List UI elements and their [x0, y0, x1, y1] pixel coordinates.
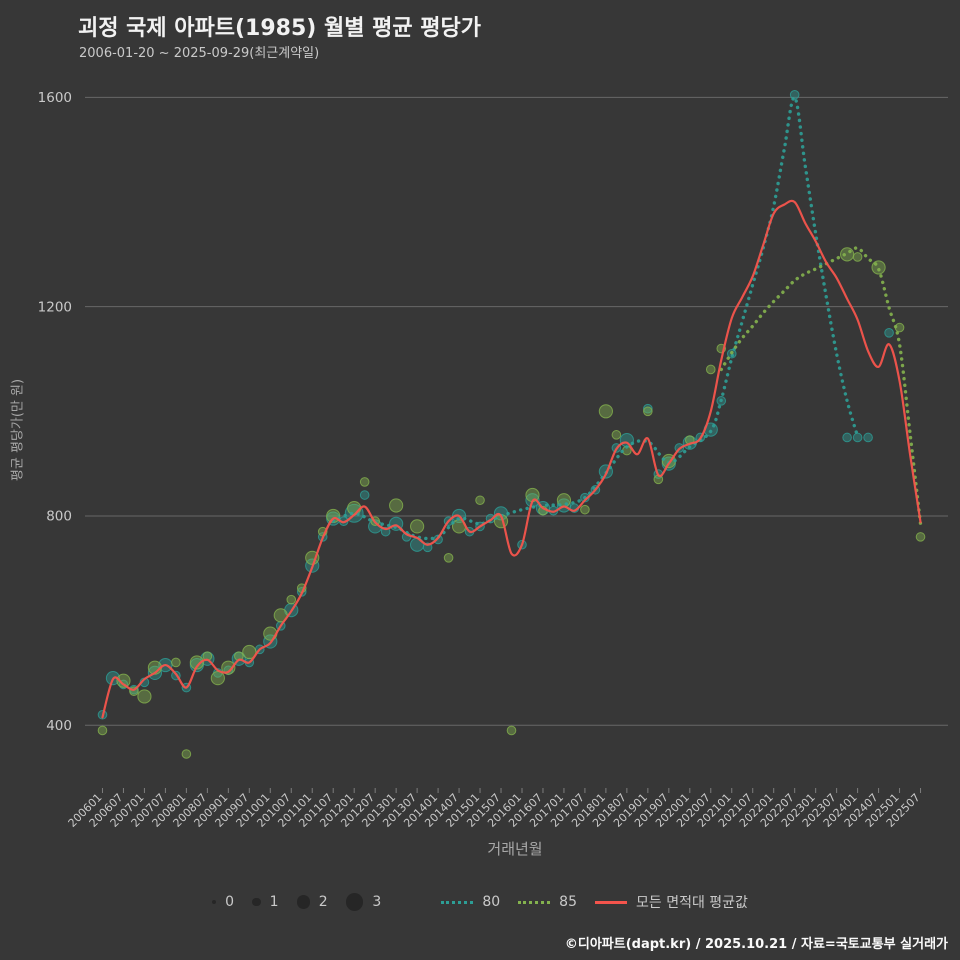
data-point-85[interactable]: [359, 477, 370, 487]
legend-size-label: 3: [372, 893, 382, 910]
average-line[interactable]: [101, 199, 922, 719]
data-point-80[interactable]: [359, 490, 370, 500]
legend-series-label: 모든 면적대 평균값: [635, 895, 748, 911]
legend-size-dot: [296, 895, 310, 909]
legend-size-item[interactable]: 0: [212, 894, 234, 910]
data-point-85[interactable]: [171, 657, 181, 668]
legend-series-marker: [441, 900, 474, 904]
legend-series-label: 80: [482, 894, 501, 910]
data-point-85[interactable]: [242, 644, 257, 660]
y-tick-label: 800: [46, 509, 72, 525]
data-point-85[interactable]: [915, 532, 926, 542]
legend-size-label: 1: [269, 894, 279, 910]
legend-series-marker: [518, 900, 551, 904]
data-point-85[interactable]: [189, 655, 204, 670]
data-point-85[interactable]: [263, 626, 278, 641]
data-point-85[interactable]: [210, 671, 225, 686]
legend-series-item-1[interactable]: 80: [441, 894, 500, 910]
data-point-85[interactable]: [137, 689, 152, 704]
data-point-80[interactable]: [884, 328, 894, 338]
data-point-80[interactable]: [863, 432, 873, 443]
legend-size-dot: [251, 897, 261, 907]
y-tick-label: 400: [46, 718, 72, 734]
y-tick-label: 1600: [38, 90, 72, 106]
data-point-85[interactable]: [286, 594, 297, 605]
trend-line-85[interactable]: [719, 246, 923, 526]
legend: 0 1 2 3 80 85 모든 면적대 평균값: [0, 892, 960, 912]
data-point-85[interactable]: [221, 660, 236, 675]
data-point-85[interactable]: [840, 247, 855, 262]
legend-series-marker: [594, 900, 627, 904]
data-point-85[interactable]: [389, 498, 404, 513]
legend-size-dot: [345, 893, 364, 911]
chart-title: 괴정 국제 아파트(1985) 월별 평균 평당가: [78, 16, 481, 41]
x-axis-title: 거래년월: [487, 840, 543, 858]
legend-series-item-2[interactable]: 85: [518, 894, 577, 910]
footer-credit: ©디아파트(dapt.kr) / 2025.10.21 / 자료=국토교통부 실…: [564, 937, 948, 952]
data-point-85[interactable]: [643, 406, 653, 417]
data-point-80[interactable]: [842, 432, 852, 443]
data-point-85[interactable]: [611, 430, 622, 440]
legend-size-item[interactable]: 3: [345, 893, 382, 911]
legend-size-item[interactable]: 1: [251, 894, 279, 910]
chart-subtitle: 2006-01-20 ~ 2025-09-29(최근계약일): [79, 46, 320, 61]
legend-size-item[interactable]: 2: [296, 894, 328, 910]
legend-series-item-3[interactable]: 모든 면적대 평균값: [594, 892, 748, 912]
legend-size-label: 2: [318, 894, 328, 910]
data-point-80[interactable]: [619, 432, 634, 448]
data-point-80[interactable]: [643, 403, 653, 414]
data-point-85[interactable]: [475, 495, 485, 506]
data-point-85[interactable]: [116, 673, 131, 688]
data-point-80[interactable]: [852, 432, 863, 443]
data-point-85[interactable]: [97, 725, 108, 736]
legend-series-label: 85: [559, 894, 577, 910]
y-tick-label: 1200: [38, 299, 72, 315]
data-point-85[interactable]: [506, 725, 517, 736]
data-point-85[interactable]: [580, 504, 590, 515]
legend-size-dot: [212, 900, 217, 904]
trend-line-80[interactable]: [331, 95, 860, 541]
data-point-85[interactable]: [705, 364, 716, 375]
data-point-85[interactable]: [443, 552, 454, 563]
data-point-85[interactable]: [598, 404, 613, 419]
data-point-85[interactable]: [410, 519, 425, 534]
data-point-85[interactable]: [181, 749, 192, 759]
data-point-85[interactable]: [871, 260, 886, 275]
data-point-85[interactable]: [852, 252, 863, 262]
y-axis-title: 평균 평당가(만 원): [10, 378, 26, 482]
legend-size-label: 0: [225, 894, 234, 910]
